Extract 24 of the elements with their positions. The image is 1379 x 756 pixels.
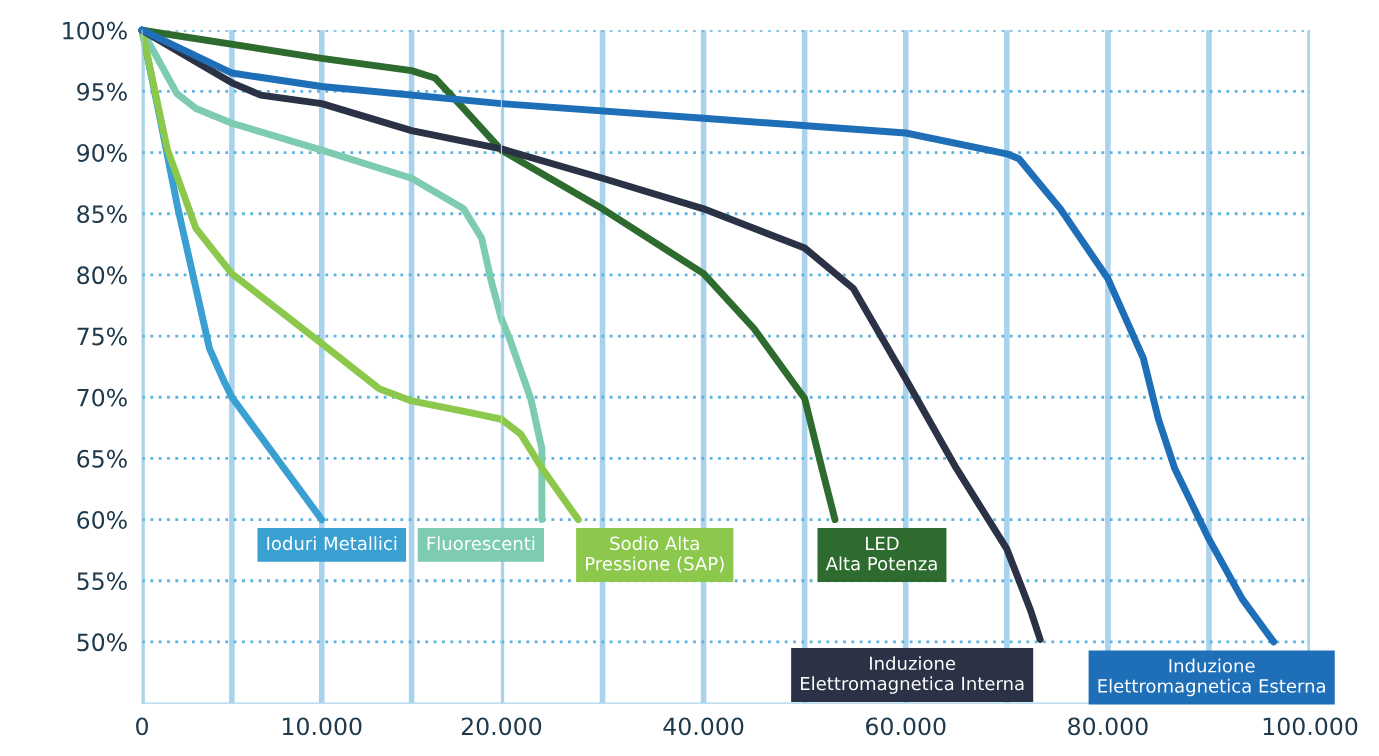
y-tick-label: 85%	[77, 205, 127, 224]
x-tick-label: 60.000	[866, 717, 946, 736]
x-tick-label: 100.000	[1263, 717, 1358, 736]
x-tick-label: 10.000	[283, 717, 362, 736]
text: Induzione Elettromagnetica Esterna	[1098, 658, 1325, 697]
y-tick-label: 50%	[77, 633, 127, 652]
series-label: Sodio Alta Pressione (SAP)	[586, 536, 724, 573]
y-tick-label: 65%	[77, 449, 127, 468]
y-tick-label: 100%	[63, 21, 127, 40]
series-label: Ioduri Metallici	[267, 536, 397, 551]
x-tick-label: 20.000	[461, 717, 542, 736]
x-tick-label: 40.000	[663, 717, 744, 736]
series-label: Fluorescenti	[427, 536, 535, 551]
y-tick-label: 95%	[77, 82, 127, 101]
y-tick-label: 55%	[77, 572, 127, 591]
y-tick-label: 80%	[77, 266, 127, 285]
x-tick-label: 0	[136, 717, 148, 736]
y-tick-label: 75%	[77, 327, 127, 346]
x-tick-label: 80.000	[1068, 717, 1148, 736]
y-tick-label: 60%	[77, 511, 127, 529]
series-label: LED Alta Potenza	[825, 536, 937, 571]
y-tick-label: 90%	[77, 144, 127, 162]
series-label: Induzione Elettromagnetica Interna	[801, 656, 1024, 694]
y-tick-label: 70%	[77, 388, 127, 407]
